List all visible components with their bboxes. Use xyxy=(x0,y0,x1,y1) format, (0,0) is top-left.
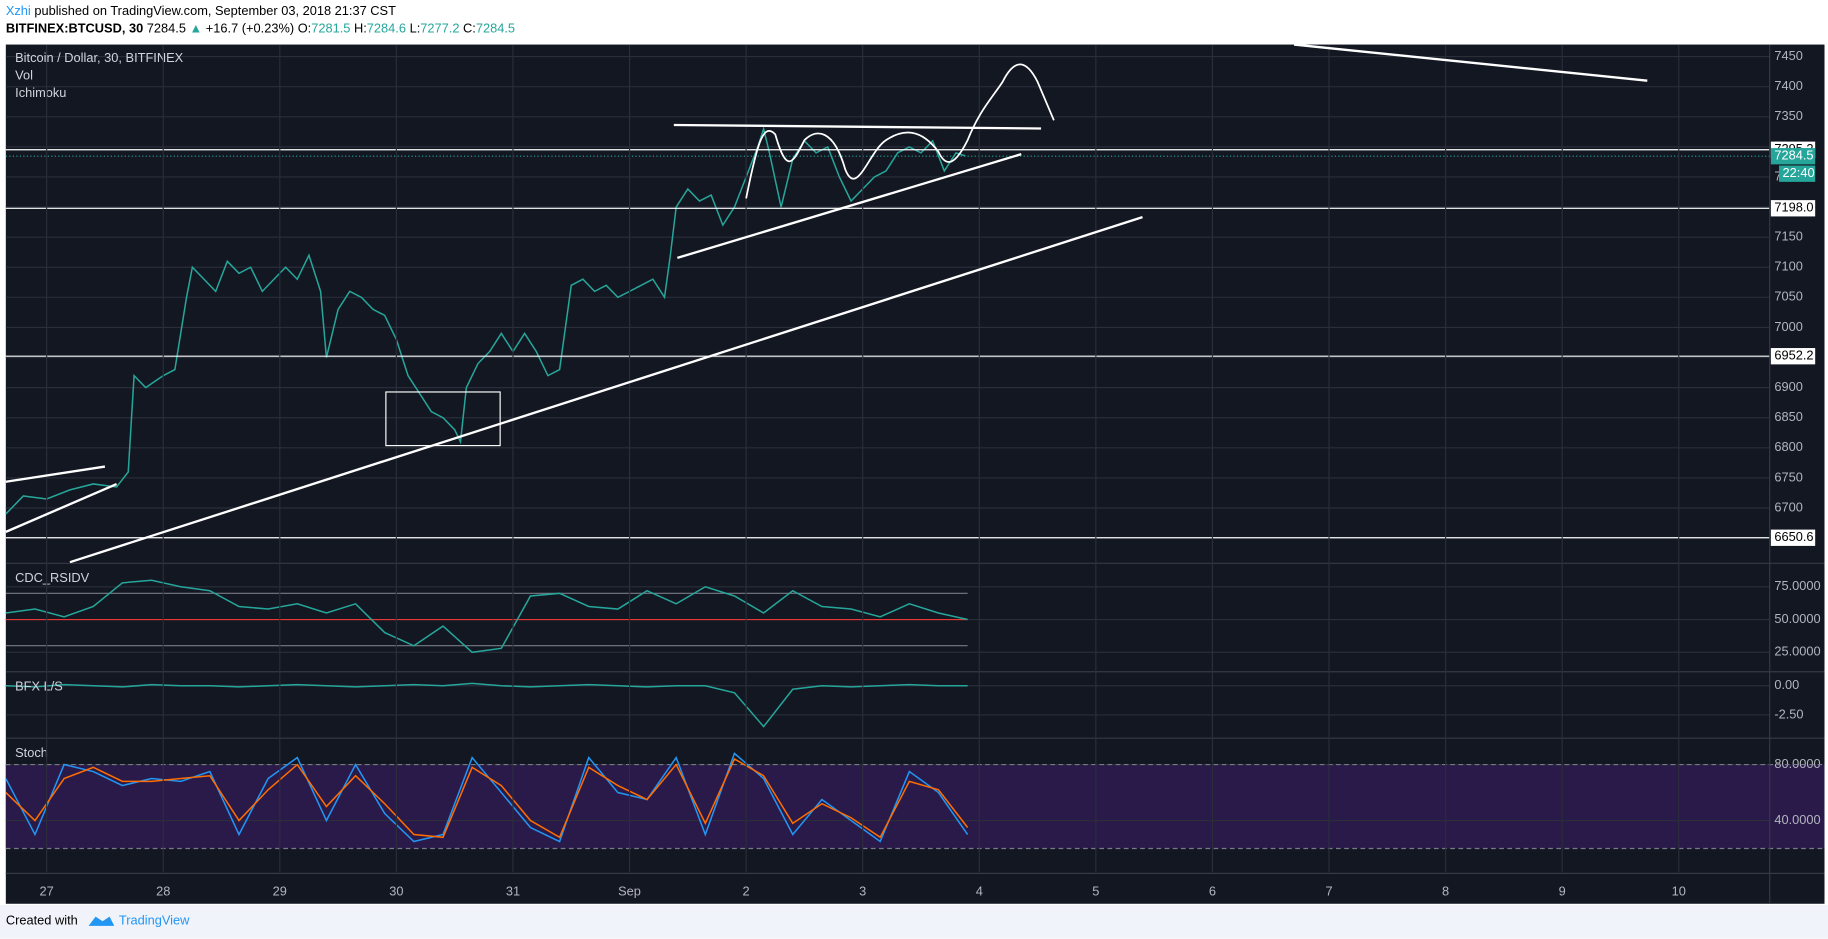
trend-line xyxy=(69,215,1143,564)
series-line xyxy=(5,757,969,839)
last: 7284.5 xyxy=(147,21,186,36)
trend-line xyxy=(5,483,118,533)
ohlc-label: L: xyxy=(410,21,421,36)
projection xyxy=(745,63,1055,199)
y-tick-label: -2.50 xyxy=(1774,706,1803,721)
published: published on TradingView.com, September … xyxy=(34,3,396,18)
author[interactable]: Xzhi xyxy=(6,3,31,18)
y-tick-label: 40.0000 xyxy=(1774,812,1820,827)
x-tick-label: 10 xyxy=(1672,883,1686,898)
x-tick-label: 5 xyxy=(1092,883,1099,898)
header-line: Xzhi published on TradingView.com, Septe… xyxy=(6,3,396,18)
symbol-line: BITFINEX:BTCUSD, 30 7284.5 ▲ +16.7 (+0.2… xyxy=(6,21,515,36)
y-tick-label: 6700 xyxy=(1774,499,1803,514)
arrow: ▲ xyxy=(190,21,203,36)
price-label-bg xyxy=(1770,529,1816,546)
y-tick-label: 80.0000 xyxy=(1774,756,1820,771)
countdown-bg xyxy=(1779,165,1816,182)
price-label-bg xyxy=(1770,148,1816,165)
price-label: 7284.5 xyxy=(1774,148,1813,163)
price-label: 7198.0 xyxy=(1774,200,1813,215)
ohlc-value: 7277.2 xyxy=(420,21,459,36)
series-line xyxy=(5,579,968,654)
series-line xyxy=(5,682,968,728)
y-tick-label: 6750 xyxy=(1774,469,1803,484)
y-tick-label: 0.00 xyxy=(1774,677,1799,692)
y-tick-label: 7000 xyxy=(1774,319,1803,334)
x-tick-label: 4 xyxy=(976,883,983,898)
y-tick-label: 7150 xyxy=(1774,229,1803,244)
y-tick-label: 7100 xyxy=(1774,259,1803,274)
y-tick-label: 50.0000 xyxy=(1774,611,1820,626)
price-label-bg xyxy=(1770,348,1816,365)
price-label: 6650.6 xyxy=(1774,529,1813,544)
footer-text: Created with xyxy=(6,913,78,928)
pane-title: CDC_RSIDV xyxy=(15,570,89,585)
box xyxy=(385,391,501,447)
ohlc-value: 7284.6 xyxy=(367,21,406,36)
x-tick-label: 8 xyxy=(1442,883,1449,898)
price-label-bg xyxy=(1770,200,1816,217)
x-tick-label: 2 xyxy=(743,883,750,898)
y-tick-label: 7050 xyxy=(1774,289,1803,304)
footer-bar xyxy=(0,904,1828,939)
plot-layer: 6700675068006850690069507000705071007150… xyxy=(5,44,1825,904)
x-tick-label: 9 xyxy=(1559,883,1566,898)
band xyxy=(5,764,1825,849)
x-tick-label: 6 xyxy=(1209,883,1216,898)
countdown: 22:40 xyxy=(1783,165,1815,180)
y-tick-label: 6800 xyxy=(1774,439,1803,454)
x-tick-label: 30 xyxy=(389,883,403,898)
ohlc-value: 7284.5 xyxy=(476,21,515,36)
y-tick-label: 25.0000 xyxy=(1774,644,1820,659)
indicator-label: Vol xyxy=(15,67,33,82)
x-tick-label: Sep xyxy=(618,883,641,898)
y-tick-label: 6900 xyxy=(1774,379,1803,394)
drawings xyxy=(5,43,1648,564)
trend-line xyxy=(677,153,1022,260)
y-tick-label: 6850 xyxy=(1774,409,1803,424)
x-tick-label: 31 xyxy=(506,883,520,898)
y-tick-label: 75.0000 xyxy=(1774,578,1820,593)
trend-line xyxy=(673,123,1042,130)
x-tick-label: 28 xyxy=(156,883,170,898)
pane-title: Bitcoin / Dollar, 30, BITFINEX xyxy=(15,50,183,65)
ohlc-value: 7281.5 xyxy=(311,21,350,36)
logo xyxy=(88,916,115,926)
x-tick-label: 29 xyxy=(273,883,287,898)
pane-title: BFX L/S xyxy=(15,678,63,693)
x-tick-label: 27 xyxy=(39,883,53,898)
y-tick-label: 7350 xyxy=(1774,108,1803,123)
trend-line xyxy=(1293,43,1648,82)
pane-title: Stoch xyxy=(15,745,48,760)
trend-line xyxy=(5,465,106,483)
y-tick-label: 7400 xyxy=(1774,78,1803,93)
ohlc-label: O: xyxy=(298,21,312,36)
indicator-label: Ichimoku xyxy=(15,85,66,100)
y-tick-label: 7450 xyxy=(1774,48,1803,63)
footer-brand[interactable]: TradingView xyxy=(119,913,190,928)
chart-area xyxy=(5,44,1825,904)
change: +16.7 (+0.23%) xyxy=(206,21,294,36)
x-tick-label: 7 xyxy=(1325,883,1332,898)
x-tick-label: 3 xyxy=(859,883,866,898)
price-label: 6952.2 xyxy=(1774,348,1813,363)
ohlc-label: H: xyxy=(354,21,367,36)
symbol: BITFINEX:BTCUSD, 30 xyxy=(6,21,143,36)
ohlc-label: C: xyxy=(463,21,476,36)
